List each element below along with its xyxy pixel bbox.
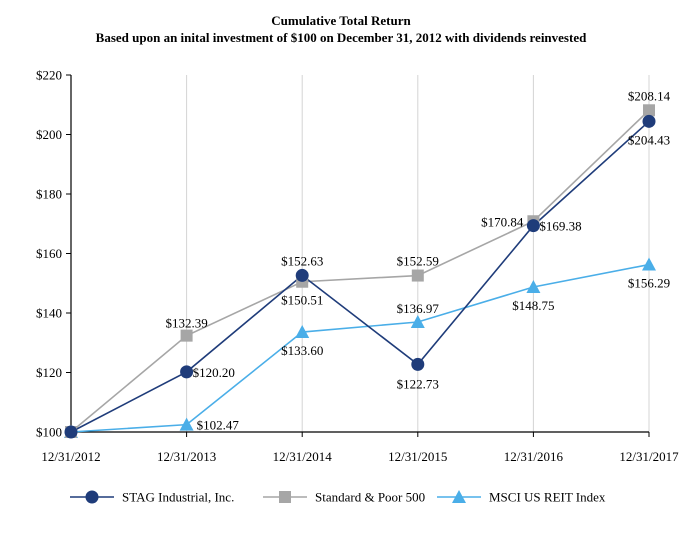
chart-subtitle: Based upon an inital investment of $100 … <box>95 30 587 45</box>
x-tick-label: 12/31/2014 <box>273 449 333 464</box>
data-point-marker <box>180 365 194 379</box>
data-point-marker <box>295 268 309 282</box>
data-label: $133.60 <box>281 343 323 358</box>
data-label: $208.14 <box>628 88 671 103</box>
y-tick-label: $200 <box>36 127 62 142</box>
data-point-marker <box>526 279 541 293</box>
series-line <box>70 120 650 433</box>
data-label: $150.51 <box>281 293 323 308</box>
data-point-marker <box>642 257 656 271</box>
data-point-marker <box>643 104 655 117</box>
legend-label: MSCI US REIT Index <box>489 490 606 505</box>
data-point-marker <box>64 425 78 439</box>
y-tick-label: $140 <box>36 306 62 321</box>
data-label: $120.20 <box>193 365 235 380</box>
y-tick-label: $220 <box>36 68 62 83</box>
legend-label: Standard & Poor 500 <box>315 490 425 505</box>
x-tick-label: 12/31/2012 <box>41 449 100 464</box>
x-tick-label: 12/31/2017 <box>619 449 679 464</box>
data-label: $102.47 <box>197 418 240 433</box>
data-point-marker <box>410 315 425 329</box>
data-label: $148.75 <box>512 298 554 313</box>
x-tick-label: 12/31/2013 <box>157 449 216 464</box>
y-tick-label: $160 <box>36 246 62 261</box>
data-point-marker <box>526 219 540 233</box>
data-label: $132.39 <box>165 316 207 331</box>
data-label: $152.59 <box>397 254 439 269</box>
data-point-marker <box>180 329 193 342</box>
y-tick-label: $100 <box>36 425 62 440</box>
data-label: $152.63 <box>281 253 323 268</box>
legend-marker <box>279 491 291 503</box>
data-label: $204.43 <box>628 132 670 147</box>
y-tick-label: $120 <box>36 365 62 380</box>
chart-title: Cumulative Total Return <box>271 13 411 28</box>
data-point-marker <box>295 325 310 339</box>
data-point-marker <box>642 114 656 128</box>
x-tick-label: 12/31/2016 <box>504 449 564 464</box>
x-tick-label: 12/31/2015 <box>388 449 447 464</box>
data-label: $136.97 <box>397 301 440 316</box>
legend-marker <box>85 490 99 504</box>
data-label: $156.29 <box>628 276 670 291</box>
legend-marker <box>452 490 466 503</box>
data-label: $122.73 <box>397 376 439 391</box>
data-label: $169.38 <box>539 219 581 234</box>
series-line <box>70 263 650 433</box>
data-label: $170.84 <box>481 214 524 229</box>
series-line <box>70 109 650 433</box>
chart-title-block: Cumulative Total Return Based upon an in… <box>0 12 682 46</box>
data-point-marker <box>411 269 424 282</box>
data-point-marker <box>411 357 425 371</box>
y-tick-label: $180 <box>36 187 62 202</box>
data-point-marker <box>179 417 194 431</box>
legend-label: STAG Industrial, Inc. <box>122 490 234 505</box>
